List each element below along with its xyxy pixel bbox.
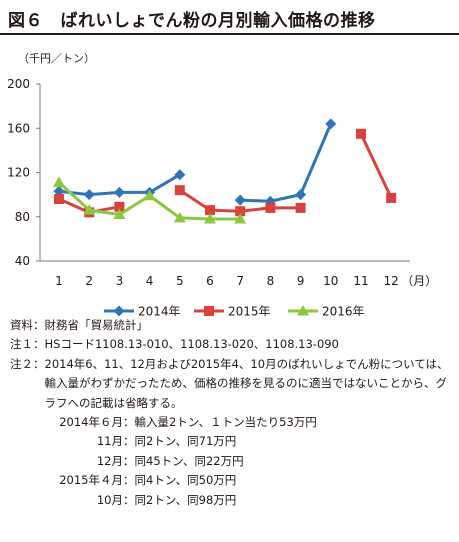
- detail-period: 12月: [96, 453, 123, 468]
- detail-row: 11月：同2トン、同71万円: [10, 432, 455, 451]
- series-3-point: [234, 212, 247, 224]
- series-3-point: [83, 204, 96, 215]
- x-tick-label: 5: [176, 274, 184, 288]
- series-2-point: [54, 194, 64, 205]
- detail-row: 10月：同2トン、同98万円: [10, 491, 455, 510]
- detail-text: 同2トン、同98万円: [134, 492, 237, 507]
- source-text: 財務省「貿易統計」: [44, 318, 149, 332]
- detail-separator: ：: [123, 453, 135, 468]
- series-1-point: [174, 169, 186, 181]
- legend-label: 2016年: [322, 305, 365, 317]
- x-tick-label: 7: [236, 274, 244, 288]
- detail-row: 2014年６月：輸入量2トン、１トン当たり53万円: [10, 413, 455, 432]
- series-3-point: [204, 212, 216, 224]
- x-tick-label: 2: [85, 274, 93, 288]
- series-3-point: [113, 208, 126, 220]
- series-3-point: [173, 211, 186, 223]
- x-tick-label: 6: [206, 274, 214, 288]
- x-tick-label: 10: [323, 274, 338, 288]
- legend-marker: [113, 305, 125, 316]
- series-1-point: [234, 194, 246, 206]
- note-2-text: 2014年6、11、12月および2015年4、10月のばれいしょでん粉については…: [44, 356, 449, 410]
- detail-separator: ：: [123, 473, 135, 488]
- y-tick-label: 200: [7, 77, 30, 91]
- note-2: 注２： 2014年6、11、12月および2015年4、10月のばれいしょでん粉に…: [10, 355, 455, 413]
- source-label: 資料：: [10, 318, 45, 332]
- series-1-point: [113, 186, 125, 198]
- detail-text: 同4トン、同50万円: [134, 473, 237, 488]
- x-tick-label: 9: [297, 274, 305, 288]
- series-2-point: [205, 205, 215, 216]
- y-tick-label: 160: [7, 121, 30, 135]
- x-tick-label: 3: [116, 274, 124, 288]
- series-2-line: [359, 133, 393, 199]
- series-1-point: [325, 118, 337, 130]
- x-tick-label: 8: [267, 274, 275, 288]
- detail-text: 同45トン、同22万円: [134, 453, 244, 468]
- note-1-text: HSコード1108.13-010、1108.13-020、1108.13-090: [44, 337, 339, 352]
- series-2-point: [174, 185, 185, 196]
- legend-label: 2015年: [228, 305, 271, 317]
- detail-period: 2015年４月: [59, 473, 123, 488]
- source-note: 資料： 財務省「貿易統計」: [10, 316, 455, 335]
- notes-section: 資料： 財務省「貿易統計」 注１： HSコード1108.13-010、1108.…: [10, 316, 455, 510]
- x-tick-label: 1: [55, 274, 63, 288]
- detail-period: 2014年６月: [59, 415, 123, 430]
- series-3-point: [143, 189, 156, 201]
- y-tick-label: 80: [15, 210, 30, 224]
- title-underline: [0, 33, 459, 35]
- chart-title: 図６ ばれいしょでん粉の月別輸入価格の推移: [8, 11, 376, 31]
- detail-separator: ：: [123, 492, 135, 507]
- series-1-line: [240, 123, 333, 203]
- series-2-point: [114, 201, 125, 212]
- note-1: 注１： HSコード1108.13-010、1108.13-020、1108.13…: [10, 335, 455, 354]
- x-tick-label: 12: [384, 274, 399, 288]
- detail-period: 11月: [96, 434, 123, 449]
- detail-text: 輸入量2トン、１トン当たり53万円: [134, 415, 317, 430]
- y-axis-unit-label: （千円／トン）: [18, 52, 95, 65]
- series-1-point: [83, 189, 95, 201]
- y-tick-label: 120: [7, 166, 30, 180]
- legend-marker: [204, 306, 214, 316]
- y-tick-label: 40: [15, 254, 30, 268]
- series-3-point: [53, 176, 65, 187]
- detail-row: 2015年４月：同4トン、同50万円: [10, 471, 455, 490]
- series-1-point: [295, 189, 307, 201]
- x-tick-label: 11: [353, 274, 368, 288]
- detail-text: 同2トン、同71万円: [134, 434, 237, 449]
- series-2-point: [265, 202, 276, 213]
- legend-marker: [297, 305, 309, 316]
- legend-label: 2014年: [138, 305, 181, 317]
- detail-separator: ：: [123, 415, 135, 430]
- detail-row: 12月：同45トン、同22万円: [10, 452, 455, 471]
- import-details: 2014年６月：輸入量2トン、１トン当たり53万円 11月：同2トン、同71万円…: [10, 413, 455, 510]
- x-tick-label: 4: [146, 274, 154, 288]
- note-2-label: 注２：: [10, 356, 45, 371]
- series-2-point: [295, 202, 306, 213]
- series-2-point: [235, 206, 246, 217]
- detail-separator: ：: [123, 434, 135, 449]
- x-axis-unit-label: （月）: [401, 274, 437, 288]
- series-2-point: [386, 192, 397, 203]
- detail-period: 10月: [96, 492, 123, 507]
- note-1-label: 注１：: [10, 337, 45, 352]
- series-2-point: [356, 128, 366, 139]
